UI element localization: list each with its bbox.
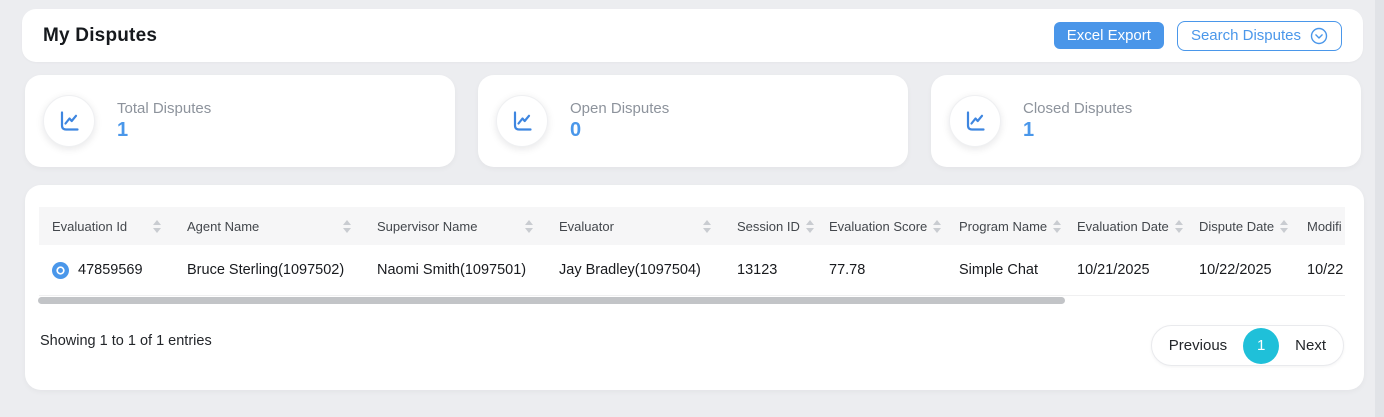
entries-summary: Showing 1 to 1 of 1 entries bbox=[40, 333, 212, 349]
page-header: My Disputes Excel Export Search Disputes bbox=[22, 9, 1363, 62]
search-disputes-button[interactable]: Search Disputes bbox=[1176, 20, 1342, 51]
stat-value: 0 bbox=[570, 119, 582, 141]
table-row[interactable]: 47859569 Bruce Sterling(1097502) Naomi S… bbox=[39, 245, 1345, 296]
sort-icon bbox=[1280, 219, 1289, 233]
column-header-evaluation-score[interactable]: Evaluation Score bbox=[816, 207, 946, 245]
stats-row: Total Disputes 1 Open Disputes 0 Closed … bbox=[25, 75, 1361, 167]
disputes-table-card: Evaluation Id Agent Name Supervisor Name… bbox=[25, 185, 1364, 390]
cell-evaluation-date: 10/21/2025 bbox=[1064, 245, 1186, 296]
excel-export-label: Excel Export bbox=[1066, 27, 1151, 44]
view-dispute-button[interactable] bbox=[52, 261, 69, 279]
column-header-evaluation-date[interactable]: Evaluation Date bbox=[1064, 207, 1186, 245]
table-header-row: Evaluation Id Agent Name Supervisor Name… bbox=[39, 207, 1345, 245]
cell-modified-date: 10/22 bbox=[1294, 245, 1345, 296]
stat-label: Open Disputes bbox=[570, 100, 670, 117]
excel-export-button[interactable]: Excel Export bbox=[1053, 22, 1164, 49]
cell-evaluation-id: 47859569 bbox=[78, 262, 143, 278]
column-header-program-name[interactable]: Program Name bbox=[946, 207, 1064, 245]
stat-card-closed-disputes: Closed Disputes 1 bbox=[931, 75, 1361, 167]
header-actions: Excel Export Search Disputes bbox=[1053, 20, 1342, 51]
stat-card-open-disputes: Open Disputes 0 bbox=[478, 75, 908, 167]
line-chart-icon bbox=[43, 95, 95, 147]
table-horizontal-scrollbar[interactable] bbox=[38, 297, 1065, 304]
column-header-evaluator[interactable]: Evaluator bbox=[546, 207, 724, 245]
page-title: My Disputes bbox=[43, 24, 158, 46]
line-chart-icon bbox=[496, 95, 548, 147]
next-page-button[interactable]: Next bbox=[1295, 337, 1326, 354]
eye-icon bbox=[52, 261, 69, 279]
disputes-table: Evaluation Id Agent Name Supervisor Name… bbox=[39, 207, 1345, 296]
disputes-table-scroll-area: Evaluation Id Agent Name Supervisor Name… bbox=[39, 207, 1345, 296]
previous-page-button[interactable]: Previous bbox=[1168, 337, 1228, 354]
sort-icon bbox=[805, 219, 814, 233]
page-vertical-scrollbar[interactable] bbox=[1375, 0, 1384, 417]
sort-icon bbox=[153, 219, 161, 233]
column-header-modified[interactable]: Modifi bbox=[1294, 207, 1345, 245]
stat-value: 1 bbox=[117, 119, 129, 141]
sort-icon bbox=[1053, 219, 1062, 233]
cell-program-name: Simple Chat bbox=[946, 245, 1064, 296]
sort-icon bbox=[933, 219, 942, 233]
stat-label: Total Disputes bbox=[117, 100, 212, 117]
column-header-agent-name[interactable]: Agent Name bbox=[174, 207, 364, 245]
cell-agent-name: Bruce Sterling(1097502) bbox=[174, 245, 364, 296]
chevron-down-circle-icon bbox=[1310, 27, 1328, 45]
stat-label: Closed Disputes bbox=[1023, 100, 1133, 117]
line-chart-icon bbox=[949, 95, 1001, 147]
cell-supervisor-name: Naomi Smith(1097501) bbox=[364, 245, 546, 296]
column-header-session-id[interactable]: Session ID bbox=[724, 207, 816, 245]
pagination: Previous 1 Next bbox=[1150, 325, 1344, 366]
column-header-evaluation-id[interactable]: Evaluation Id bbox=[39, 207, 174, 245]
stat-value: 1 bbox=[1023, 119, 1035, 141]
cell-session-id: 13123 bbox=[724, 245, 816, 296]
sort-icon bbox=[525, 219, 533, 233]
column-header-dispute-date[interactable]: Dispute Date bbox=[1186, 207, 1294, 245]
sort-icon bbox=[1174, 219, 1183, 233]
cell-evaluation-score: 77.78 bbox=[816, 245, 946, 296]
column-header-supervisor-name[interactable]: Supervisor Name bbox=[364, 207, 546, 245]
stat-card-total-disputes: Total Disputes 1 bbox=[25, 75, 455, 167]
cell-dispute-date: 10/22/2025 bbox=[1186, 245, 1294, 296]
cell-evaluator: Jay Bradley(1097504) bbox=[546, 245, 724, 296]
search-disputes-label: Search Disputes bbox=[1190, 27, 1301, 44]
sort-icon bbox=[343, 219, 351, 233]
sort-icon bbox=[703, 219, 711, 233]
current-page-button[interactable]: 1 bbox=[1243, 327, 1280, 364]
